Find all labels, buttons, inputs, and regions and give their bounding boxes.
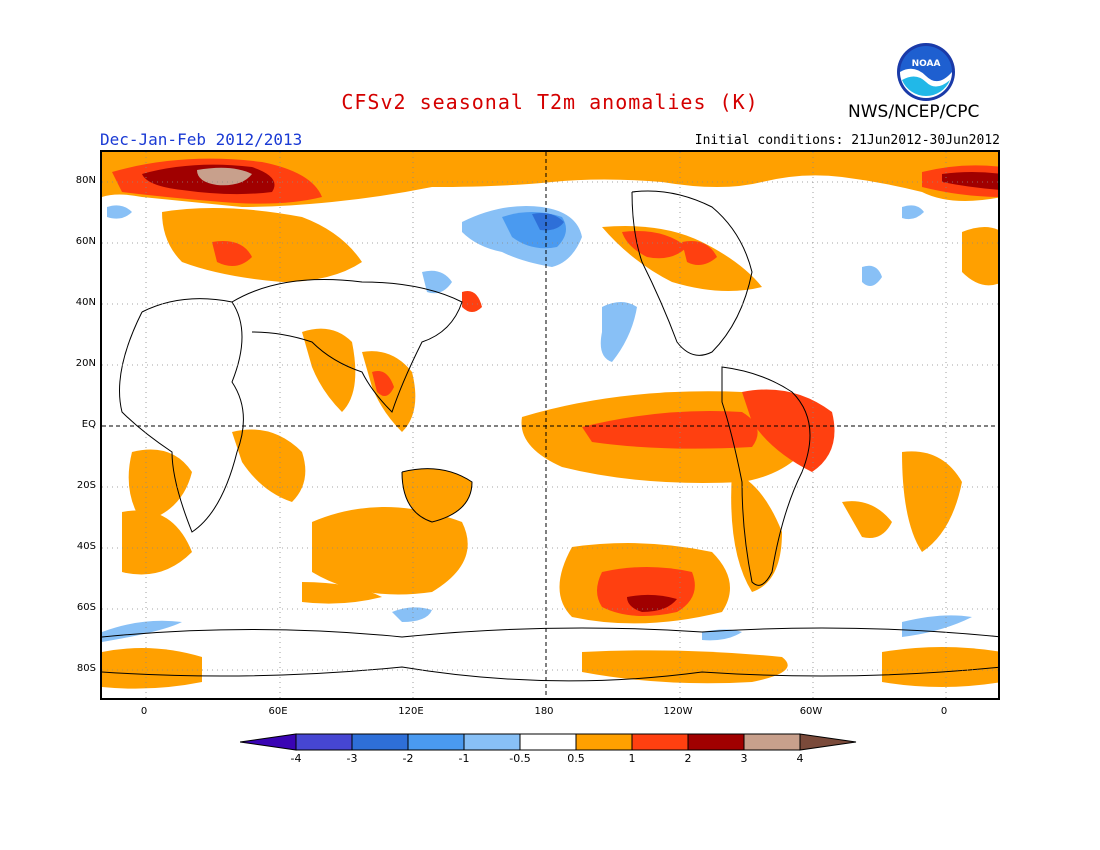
lat-label: 80N [75, 175, 96, 186]
colorbar-segment [351, 733, 409, 751]
lon-label: 180 [534, 706, 554, 717]
colorbar-segment [295, 733, 353, 751]
lat-label: 80S [76, 663, 96, 674]
lat-label: 40S [76, 541, 96, 552]
noaa-logo-text: NOAA [912, 59, 941, 69]
lat-label: 60S [76, 602, 96, 613]
lon-label: 60W [799, 706, 823, 717]
colorbar-segment [519, 733, 577, 751]
map-title: CFSv2 seasonal T2m anomalies (K) [341, 90, 759, 114]
lon-label: 120W [663, 706, 693, 717]
coastlines [102, 190, 998, 682]
equator-dateline [102, 152, 998, 698]
warm-anomaly-regions [102, 152, 998, 689]
lon-label: 60E [268, 706, 288, 717]
colorbar-segment [463, 733, 521, 751]
colorbar-segment [687, 733, 745, 751]
anomaly-map [100, 150, 1000, 700]
colorbar-tick: 0.5 [567, 752, 585, 765]
lat-label: 20S [76, 480, 96, 491]
lon-label: 0 [140, 706, 148, 717]
lat-label: 20N [75, 358, 96, 369]
lon-label: 0 [940, 706, 948, 717]
colorbar-tick: -4 [290, 752, 302, 765]
colorbar-tick: -3 [346, 752, 358, 765]
colorbar-segment [743, 733, 801, 751]
colorbar-tick: -1 [458, 752, 470, 765]
noaa-logo-icon: NOAA [897, 43, 955, 101]
cool-anomaly-regions [102, 205, 972, 642]
colorbar-segment [407, 733, 465, 751]
lat-label: 60N [75, 236, 96, 247]
graticule [102, 152, 998, 698]
colorbar-segment [240, 733, 297, 751]
colorbar-tick: 2 [684, 752, 692, 765]
colorbar-tick: 3 [740, 752, 748, 765]
colorbar-tick: 1 [628, 752, 636, 765]
colorbar-segment [799, 733, 857, 751]
initial-conditions: Initial conditions: 21Jun2012-30Jun2012 [694, 133, 1000, 148]
map-canvas [102, 152, 998, 698]
color-scale-bar [240, 733, 857, 751]
agency-label: NWS/NCEP/CPC [848, 102, 980, 122]
colorbar-segment [575, 733, 633, 751]
colorbar-segment [631, 733, 689, 751]
colorbar-tick: -0.5 [509, 752, 531, 765]
forecast-period: Dec-Jan-Feb 2012/2013 [100, 130, 303, 149]
lon-label: 120E [398, 706, 424, 717]
lat-label: EQ [81, 419, 96, 430]
colorbar-tick: 4 [796, 752, 804, 765]
colorbar-tick: -2 [402, 752, 414, 765]
lat-label: 40N [75, 297, 96, 308]
